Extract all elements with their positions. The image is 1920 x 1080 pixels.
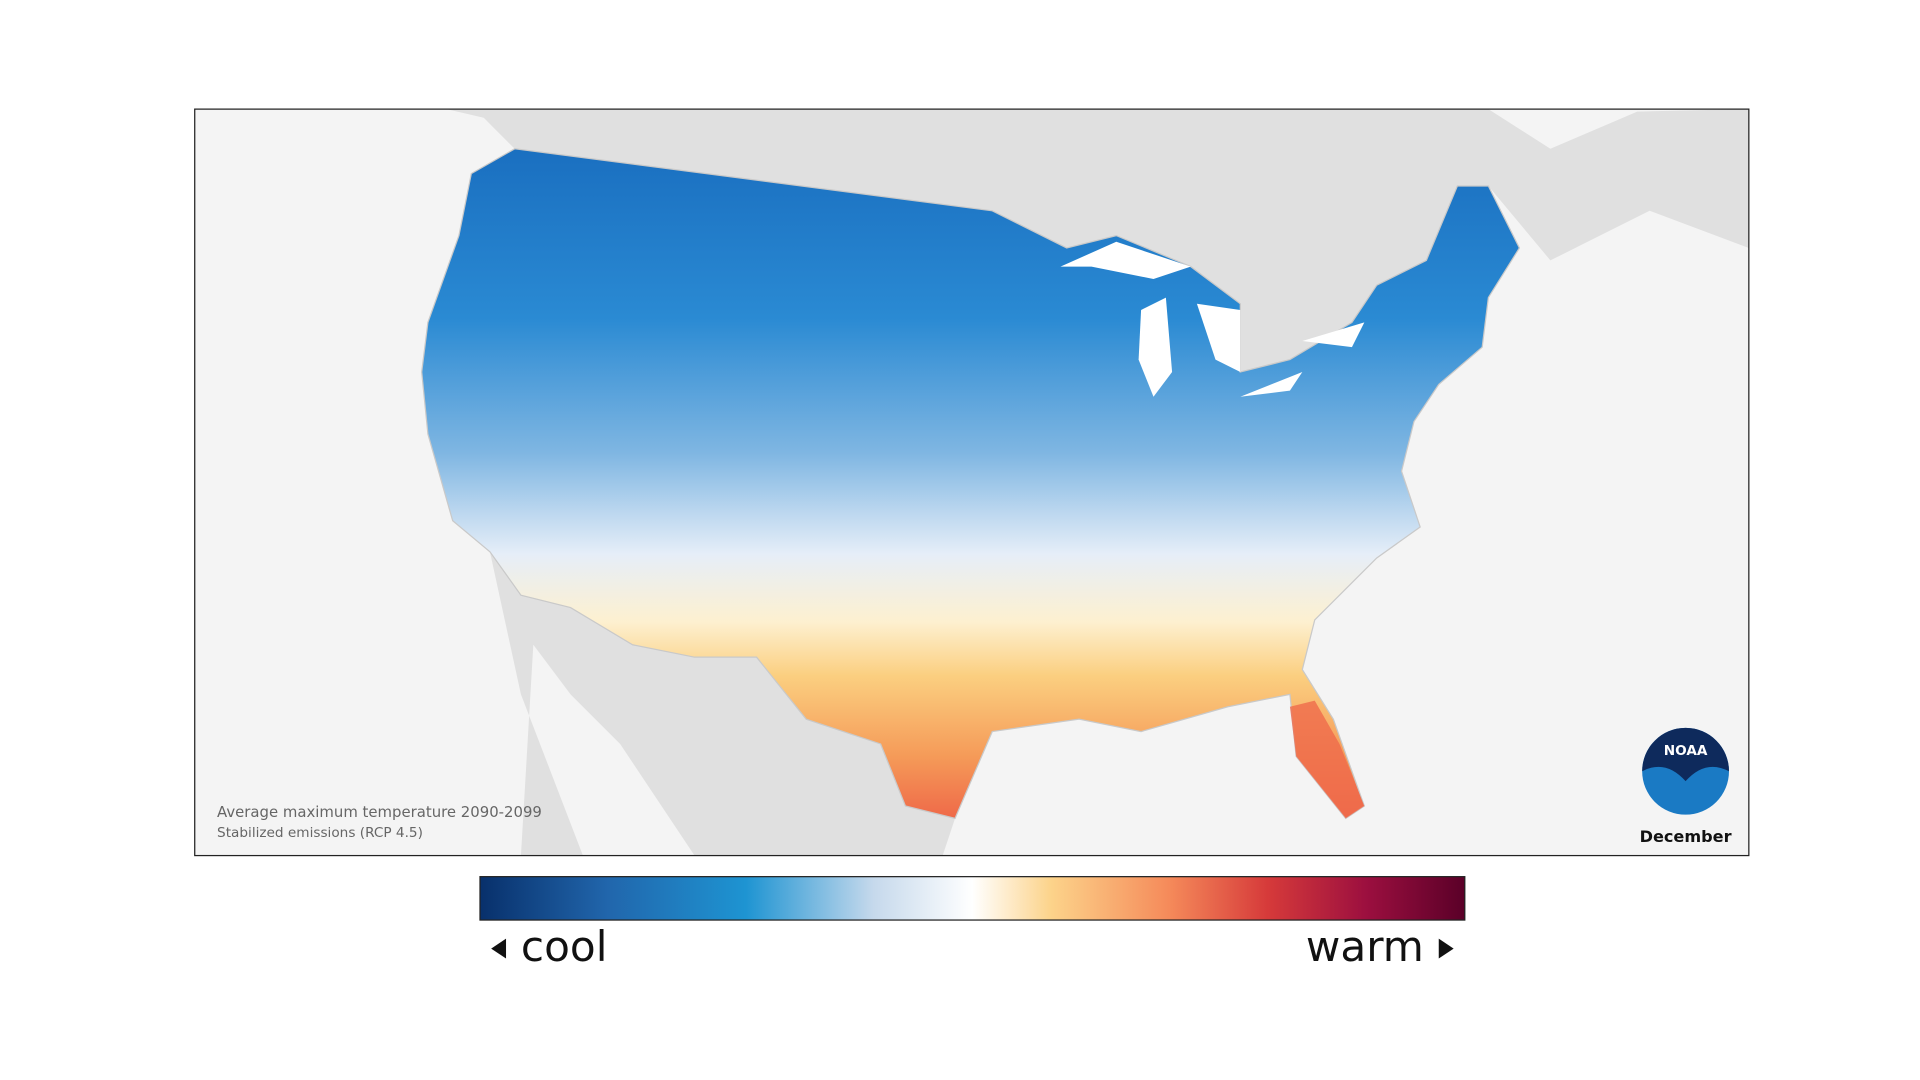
lake-superior	[1060, 241, 1191, 279]
noaa-logo: NOAA	[1642, 727, 1729, 815]
left-arrow	[491, 938, 507, 959]
caption-line: Stabilized emissions (RCP 4.5)	[217, 825, 423, 841]
mexico	[489, 551, 956, 856]
map-frame	[194, 108, 1750, 857]
lake-michigan	[1138, 297, 1173, 397]
map: Average maximum temperature 2090-2099 St…	[194, 109, 1749, 856]
canada	[446, 109, 1749, 372]
legend-low: cool	[521, 922, 607, 971]
caption-line: Average maximum temperature 2090-2099	[217, 803, 542, 821]
lake-ontario	[1302, 322, 1365, 348]
lake-huron	[1196, 303, 1241, 372]
lake-erie	[1240, 371, 1303, 397]
florida-warm	[1289, 700, 1365, 819]
right-arrow	[1438, 938, 1454, 959]
logo-text: NOAA	[1664, 743, 1708, 759]
color-bar	[479, 876, 1466, 921]
legend-high: warm	[1306, 922, 1424, 971]
month-label: December	[1640, 827, 1732, 846]
logo-top	[1642, 727, 1729, 782]
